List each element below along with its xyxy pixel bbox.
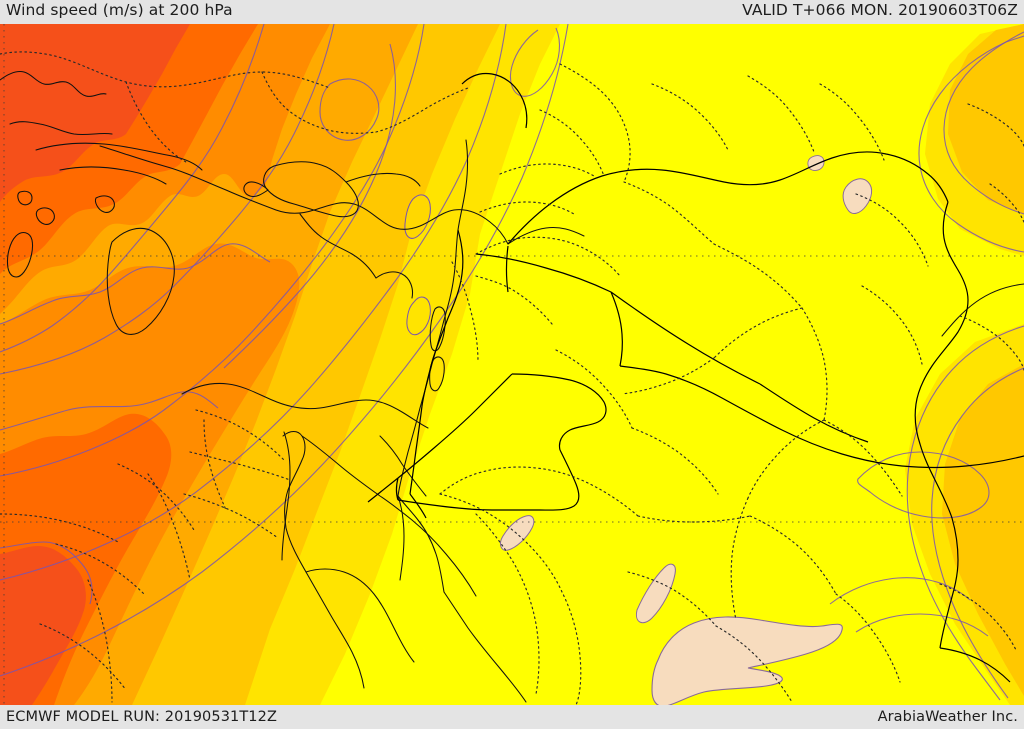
country-borders: [367, 72, 1024, 683]
fill-band-25-se: [942, 364, 1024, 696]
provider-label: ArabiaWeather Inc.: [877, 708, 1018, 725]
header-bar: Wind speed (m/s) at 200 hPa VALID T+066 …: [0, 0, 1024, 24]
fill-band-25-east: [948, 24, 1024, 214]
fill-band-10-cyprus-sea: [404, 194, 431, 239]
fill-band-10-large: [651, 616, 843, 705]
fill-band-10-east: [635, 563, 676, 624]
latlon-grid: [0, 24, 1024, 705]
fill-band-10-central: [500, 515, 535, 551]
fill-band-10-iraq: [842, 178, 873, 214]
wind-speed-contour-map: [0, 24, 1024, 705]
fill-band-10-med: [406, 296, 431, 336]
contour-lines: [0, 24, 1024, 701]
fill-band-45: [0, 24, 190, 202]
fill-band-45-sw: [0, 546, 86, 705]
fill-band-10-smallest: [807, 155, 825, 171]
map-title: Wind speed (m/s) at 200 hPa: [6, 1, 233, 19]
valid-time-label: VALID T+066 MON. 20190603T06Z: [742, 1, 1018, 19]
footer-bar: ECMWF MODEL RUN: 20190531T12Z ArabiaWeat…: [0, 705, 1024, 729]
coastlines: [0, 70, 1024, 703]
admin-boundaries: [0, 51, 1024, 705]
model-run-label: ECMWF MODEL RUN: 20190531T12Z: [6, 708, 277, 725]
map-canvas[interactable]: [0, 24, 1024, 705]
